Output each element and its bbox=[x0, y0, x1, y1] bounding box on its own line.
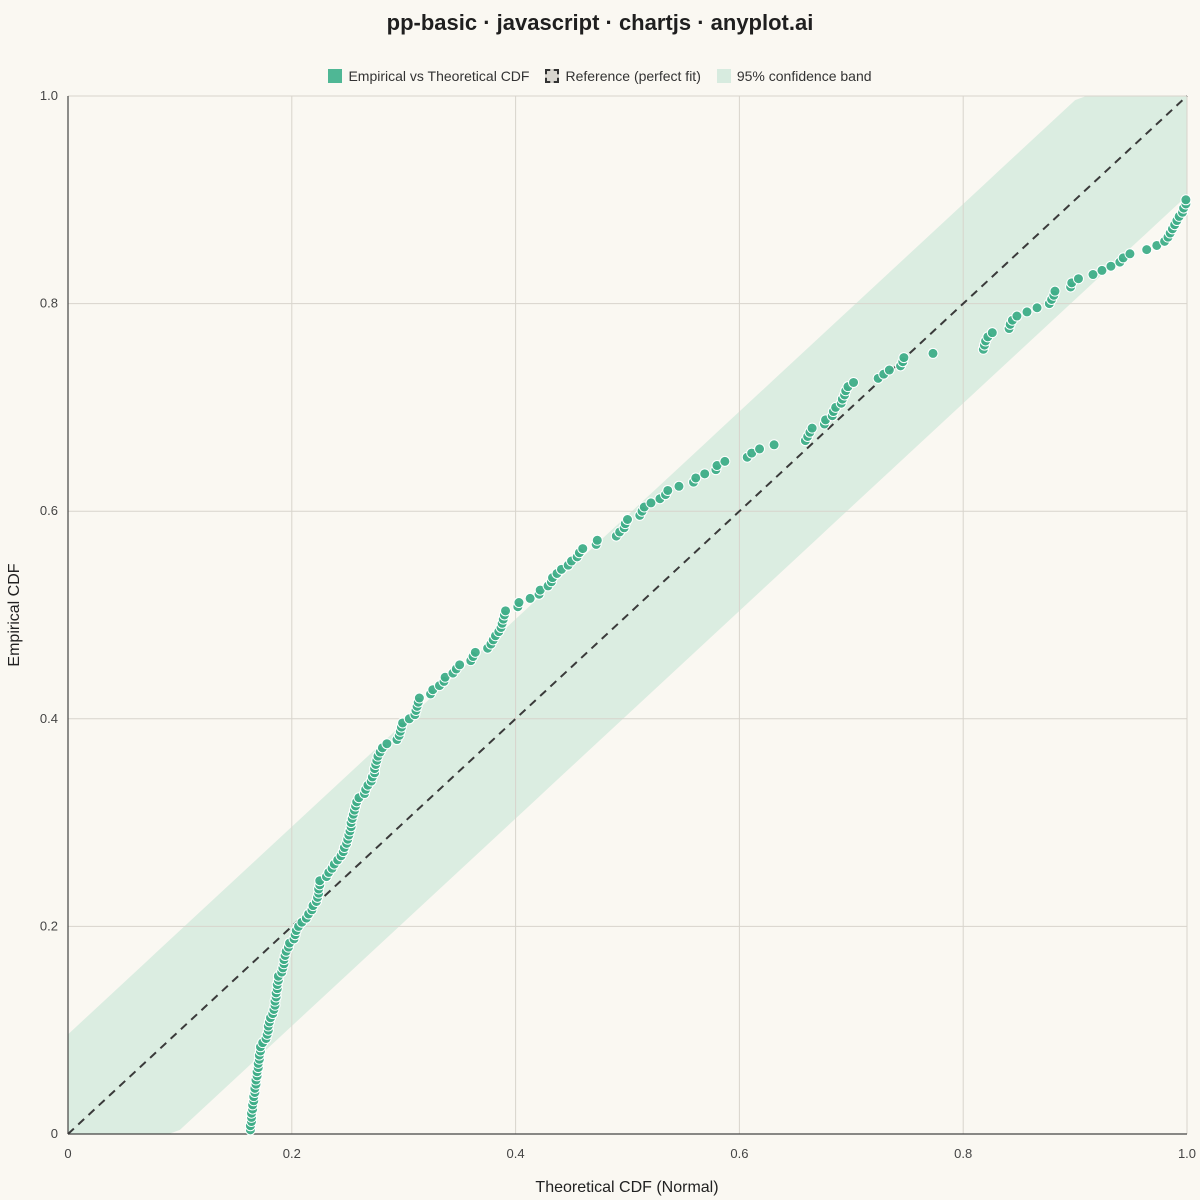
data-point-197 bbox=[1021, 306, 1033, 318]
x-tick-label-3: 0.6 bbox=[730, 1146, 748, 1161]
legend: Empirical vs Theoretical CDF Reference (… bbox=[0, 68, 1200, 84]
data-point-180 bbox=[848, 376, 860, 388]
y-tick-label-0: 0 bbox=[51, 1126, 58, 1141]
data-point-196 bbox=[1011, 310, 1023, 322]
data-point-169 bbox=[806, 422, 818, 434]
y-tick-label-3: 0.6 bbox=[40, 503, 58, 518]
y-tick-label-5: 1.0 bbox=[40, 88, 58, 103]
x-tick-label-4: 0.8 bbox=[954, 1146, 972, 1161]
x-tick-label-1: 0.2 bbox=[283, 1146, 301, 1161]
legend-label-band: 95% confidence band bbox=[736, 68, 872, 84]
data-point-93 bbox=[381, 738, 393, 750]
data-point-212 bbox=[1141, 244, 1153, 256]
legend-item-points[interactable]: Empirical vs Theoretical CDF bbox=[328, 68, 529, 84]
data-point-198 bbox=[1031, 302, 1043, 314]
legend-swatch-reference bbox=[545, 69, 560, 83]
y-tick-label-2: 0.4 bbox=[40, 711, 58, 726]
data-point-207 bbox=[1096, 264, 1108, 276]
y-tick-label-4: 0.8 bbox=[40, 296, 58, 311]
data-point-186 bbox=[898, 352, 910, 364]
data-point-158 bbox=[699, 468, 711, 480]
data-point-147 bbox=[622, 514, 633, 526]
data-point-211 bbox=[1124, 248, 1136, 260]
axes bbox=[67, 96, 1187, 1135]
y-tick-label-1: 0.2 bbox=[40, 918, 58, 933]
reference-line bbox=[67, 95, 1188, 1135]
data-point-161 bbox=[719, 455, 731, 467]
x-tick-label-5: 1.0 bbox=[1178, 1146, 1196, 1161]
data-point-202 bbox=[1049, 285, 1061, 297]
data-point-104 bbox=[413, 692, 425, 704]
data-point-112 bbox=[454, 659, 466, 671]
x-tick-label-0: 0 bbox=[64, 1146, 71, 1161]
data-point-128 bbox=[524, 592, 536, 604]
x-tick-label-2: 0.4 bbox=[507, 1146, 525, 1161]
data-point-151 bbox=[645, 497, 657, 509]
y-axis-title: Empirical CDF bbox=[6, 563, 23, 666]
data-point-208 bbox=[1105, 260, 1117, 272]
data-point-157 bbox=[690, 472, 702, 484]
legend-item-reference[interactable]: Reference (perfect fit) bbox=[545, 68, 701, 84]
data-point-125 bbox=[500, 605, 512, 617]
data-point-154 bbox=[662, 484, 674, 496]
legend-label-reference: Reference (perfect fit) bbox=[565, 68, 701, 84]
data-point-115 bbox=[469, 646, 481, 658]
legend-label-points: Empirical vs Theoretical CDF bbox=[348, 68, 530, 84]
data-points bbox=[244, 194, 1192, 1136]
data-point-187 bbox=[927, 347, 939, 359]
data-point-205 bbox=[1072, 273, 1084, 285]
gridlines bbox=[68, 95, 1188, 1134]
legend-item-band[interactable]: 95% confidence band bbox=[716, 68, 872, 84]
legend-swatch-band bbox=[716, 69, 731, 83]
data-point-224 bbox=[1180, 194, 1192, 206]
data-point-155 bbox=[673, 480, 685, 492]
x-axis-title: Theoretical CDF (Normal) bbox=[535, 1179, 718, 1196]
data-point-140 bbox=[577, 543, 589, 555]
tick-labels: 0 0.2 0.4 0.6 0.8 1.0 0 0.2 0.4 0.6 0.8 1.0 bbox=[40, 88, 1196, 1161]
data-point-142 bbox=[591, 534, 603, 546]
data-point-164 bbox=[754, 443, 766, 455]
chart-title: pp-basic · javascript · chartjs · anyplo… bbox=[386, 10, 814, 35]
data-point-192 bbox=[986, 327, 998, 339]
legend-swatch-points bbox=[328, 69, 343, 83]
data-point-127 bbox=[513, 597, 525, 609]
data-point-206 bbox=[1087, 269, 1099, 281]
data-point-183 bbox=[883, 364, 895, 376]
reference-line-layer bbox=[67, 95, 1188, 1135]
data-point-165 bbox=[768, 439, 780, 451]
